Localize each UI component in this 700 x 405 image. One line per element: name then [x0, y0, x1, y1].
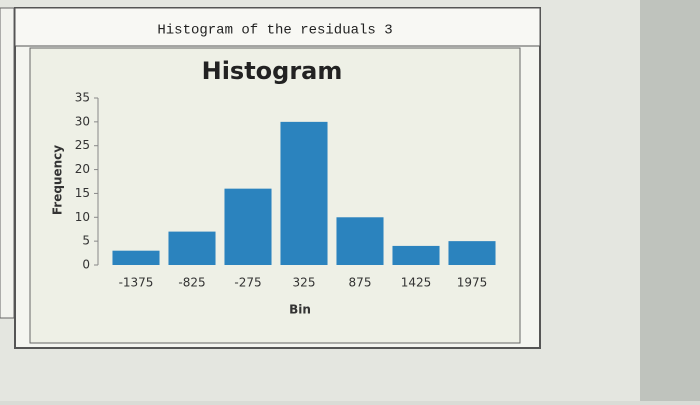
y-tick-label: 20 — [75, 162, 90, 176]
x-tick-label: 1425 — [401, 276, 432, 290]
y-tick-label: 35 — [75, 91, 90, 105]
x-tick-label: -275 — [234, 276, 261, 290]
x-tick-label: 1975 — [457, 276, 488, 290]
x-axis-label: Bin — [289, 303, 311, 317]
x-tick-label: -1375 — [119, 276, 154, 290]
chart-title: Histogram — [202, 57, 343, 85]
left-panel — [0, 7, 15, 319]
bar — [112, 250, 160, 265]
y-tick-label: 25 — [75, 138, 90, 152]
y-axis-label: Frequency — [51, 145, 65, 215]
y-tick-label: 5 — [82, 234, 90, 248]
bar — [392, 245, 440, 265]
bar — [336, 217, 384, 265]
window-titlebar — [14, 7, 541, 47]
y-tick-label: 10 — [75, 210, 90, 224]
y-tick-label: 15 — [75, 186, 90, 200]
bar — [280, 121, 328, 265]
x-tick-label: 325 — [293, 276, 316, 290]
x-tick-label: -825 — [178, 276, 205, 290]
side-panel — [640, 0, 700, 401]
y-tick-label: 30 — [75, 114, 90, 128]
bar — [168, 231, 216, 265]
chart-panel — [29, 47, 521, 344]
bar — [224, 188, 272, 265]
window-title: Histogram of the residuals 3 — [157, 23, 392, 39]
x-tick-label: 875 — [349, 276, 372, 290]
y-tick-label: 0 — [82, 258, 90, 272]
bar — [448, 241, 496, 265]
